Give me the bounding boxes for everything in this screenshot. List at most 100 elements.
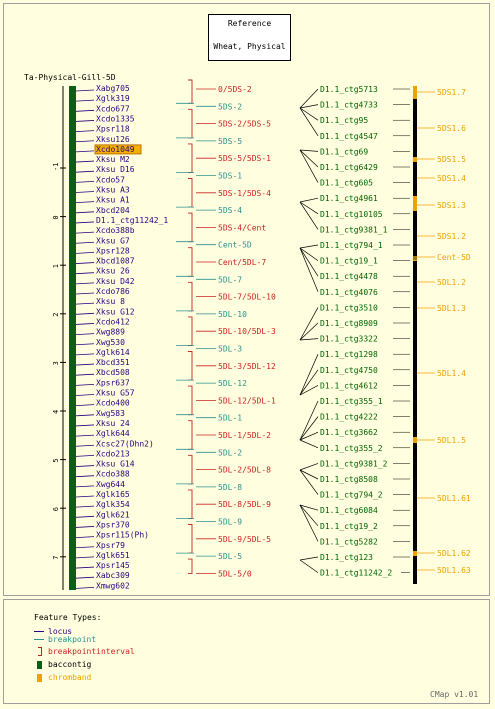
locus-label[interactable]: Xksu G7 — [96, 236, 130, 245]
locus-label[interactable]: Xcdo1049 — [96, 145, 135, 154]
contig-label[interactable]: D1.1_ctg3510 — [320, 303, 378, 312]
contig-label[interactable]: D1.1_ctg95 — [320, 116, 368, 125]
chromband-label[interactable]: 5DL1.4 — [437, 369, 466, 378]
locus-label[interactable]: Xcdo57 — [96, 175, 125, 184]
locus-label[interactable]: Xpsr118 — [96, 125, 130, 134]
locus-label[interactable]: Xksu 8 — [96, 297, 125, 306]
contig-label[interactable]: D1.1_ctg355_1 — [320, 397, 383, 406]
breakpoint-interval-label[interactable]: 5DS-4/Cent — [218, 223, 266, 232]
locus-label[interactable]: Xglk614 — [96, 348, 130, 357]
locus-label[interactable]: Xglk165 — [96, 490, 130, 499]
breakpoint-interval-label[interactable]: 5DL-8/5DL-9 — [218, 500, 271, 509]
locus-label[interactable]: Xglk319 — [96, 94, 130, 103]
breakpoint-label[interactable]: 5DL-5 — [218, 552, 242, 561]
locus-label[interactable]: Xabc309 — [96, 571, 130, 580]
contig-label[interactable]: D1.1_ctg4547 — [320, 132, 378, 141]
locus-label[interactable]: Xksu A1 — [96, 196, 130, 205]
locus-label[interactable]: D1.1_ctg11242_1 — [96, 216, 168, 225]
locus-label[interactable]: Xmwg602 — [96, 581, 130, 590]
breakpoint-label[interactable]: 5DL-7 — [218, 275, 242, 284]
contig-label[interactable]: D1.1_ctg10105 — [320, 210, 383, 219]
contig-label[interactable]: D1.1_ctg3322 — [320, 335, 378, 344]
contig-label[interactable]: D1.1_ctg794_1 — [320, 241, 383, 250]
locus-label[interactable]: Xksu G14 — [96, 460, 135, 469]
chromband-label[interactable]: 5DS1.3 — [437, 201, 466, 210]
breakpoint-interval-label[interactable]: 5DL-5/0 — [218, 569, 252, 578]
chromband-label[interactable]: 5DS1.4 — [437, 174, 466, 183]
contig-label[interactable]: D1.1_ctg4478 — [320, 272, 378, 281]
locus-label[interactable]: Xwg644 — [96, 480, 125, 489]
breakpoint-interval-label[interactable]: 5DL-12/5DL-1 — [218, 396, 276, 405]
locus-label[interactable]: Xcdo213 — [96, 449, 130, 458]
breakpoint-label[interactable]: Cent-5D — [218, 241, 252, 250]
locus-label[interactable]: Xksu 24 — [96, 419, 130, 428]
locus-label[interactable]: Xbcd204 — [96, 206, 130, 215]
contig-label[interactable]: D1.1_ctg5282 — [320, 537, 378, 546]
contig-label[interactable]: D1.1_ctg8909 — [320, 319, 378, 328]
locus-label[interactable]: Xglk354 — [96, 500, 130, 509]
breakpoint-interval-label[interactable]: 5DL-7/5DL-10 — [218, 293, 276, 302]
locus-label[interactable]: Xglk651 — [96, 551, 130, 560]
locus-label[interactable]: Xksu G57 — [96, 389, 135, 398]
locus-label[interactable]: Xbcd1087 — [96, 257, 135, 266]
breakpoint-label[interactable]: 5DL-2 — [218, 448, 242, 457]
locus-label[interactable]: Xpsr145 — [96, 561, 130, 570]
locus-label[interactable]: Xpsr370 — [96, 520, 130, 529]
chromband-label[interactable]: 5DL1.3 — [437, 304, 466, 313]
breakpoint-interval-label[interactable]: 5DL-9/5DL-5 — [218, 535, 271, 544]
breakpoint-label[interactable]: 5DL-12 — [218, 379, 247, 388]
contig-label[interactable]: D1.1_ctg4222 — [320, 413, 378, 422]
breakpoint-label[interactable]: 5DS-2 — [218, 102, 242, 111]
breakpoint-label[interactable]: 5DS-5 — [218, 137, 242, 146]
breakpoint-interval-label[interactable]: 5DS-5/5DS-1 — [218, 154, 271, 163]
locus-label[interactable]: Xcdo388b — [96, 226, 135, 235]
contig-label[interactable]: D1.1_ctg19_2 — [320, 522, 378, 531]
breakpoint-label[interactable]: 5DS-4 — [218, 206, 242, 215]
contig-label[interactable]: D1.1_ctg3662 — [320, 428, 378, 437]
breakpoint-interval-label[interactable]: 5DS-2/5DS-5 — [218, 120, 271, 129]
locus-label[interactable]: Xcdo412 — [96, 317, 130, 326]
chromband-label[interactable]: 5DS1.6 — [437, 124, 466, 133]
locus-label[interactable]: Xksu 26 — [96, 267, 130, 276]
chromband-label[interactable]: Cent-5D — [437, 253, 471, 262]
locus-label[interactable]: Xksu D42 — [96, 277, 135, 286]
chromosome-bar[interactable] — [413, 86, 417, 584]
contig-label[interactable]: D1.1_ctg9381_1 — [320, 225, 388, 234]
chromband-label[interactable]: 5DL1.2 — [437, 278, 466, 287]
contig-label[interactable]: D1.1_ctg355_2 — [320, 444, 383, 453]
baccontig-bar[interactable] — [69, 86, 76, 590]
locus-label[interactable]: Xksu M2 — [96, 155, 130, 164]
contig-label[interactable]: D1.1_ctg69 — [320, 147, 368, 156]
breakpoint-label[interactable]: 5DL-9 — [218, 518, 242, 527]
locus-label[interactable]: Xbcd508 — [96, 368, 130, 377]
breakpoint-label[interactable]: 5DL-10 — [218, 310, 247, 319]
locus-label[interactable]: Xpsr637 — [96, 378, 130, 387]
contig-label[interactable]: D1.1_ctg4733 — [320, 101, 378, 110]
breakpoint-label[interactable]: 5DL-3 — [218, 345, 242, 354]
breakpoint-interval-label[interactable]: 5DL-2/5DL-8 — [218, 466, 271, 475]
locus-label[interactable]: Xcdo677 — [96, 104, 130, 113]
locus-label[interactable]: Xksu126 — [96, 135, 130, 144]
locus-label[interactable]: Xcdo1335 — [96, 114, 135, 123]
chromband-label[interactable]: 5DL1.62 — [437, 549, 471, 558]
locus-label[interactable]: Xcdo388 — [96, 470, 130, 479]
breakpoint-interval-label[interactable]: 0/5DS-2 — [218, 85, 252, 94]
contig-label[interactable]: D1.1_ctg9381_2 — [320, 459, 388, 468]
contig-label[interactable]: D1.1_ctg794_2 — [320, 491, 383, 500]
contig-label[interactable]: D1.1_ctg8508 — [320, 475, 378, 484]
contig-label[interactable]: D1.1_ctg605 — [320, 179, 373, 188]
locus-label[interactable]: Xksu D16 — [96, 165, 135, 174]
locus-label[interactable]: Xwg530 — [96, 338, 125, 347]
chromband-label[interactable]: 5DS1.7 — [437, 88, 466, 97]
locus-label[interactable]: Xpsr128 — [96, 246, 130, 255]
breakpoint-interval-label[interactable]: 5DL-3/5DL-12 — [218, 362, 276, 371]
map-name[interactable]: Ta-Physical-Gill-5D — [24, 73, 116, 82]
breakpoint-interval-label[interactable]: 5DS-1/5DS-4 — [218, 189, 271, 198]
chromband-label[interactable]: 5DL1.61 — [437, 494, 471, 503]
breakpoint-interval-label[interactable]: 5DL-10/5DL-3 — [218, 327, 276, 336]
chromband-label[interactable]: 5DL1.5 — [437, 436, 466, 445]
contig-label[interactable]: D1.1_ctg1298 — [320, 350, 378, 359]
locus-label[interactable]: Xwg889 — [96, 328, 125, 337]
locus-label[interactable]: Xksu G12 — [96, 307, 135, 316]
locus-label[interactable]: Xabg705 — [96, 84, 130, 93]
